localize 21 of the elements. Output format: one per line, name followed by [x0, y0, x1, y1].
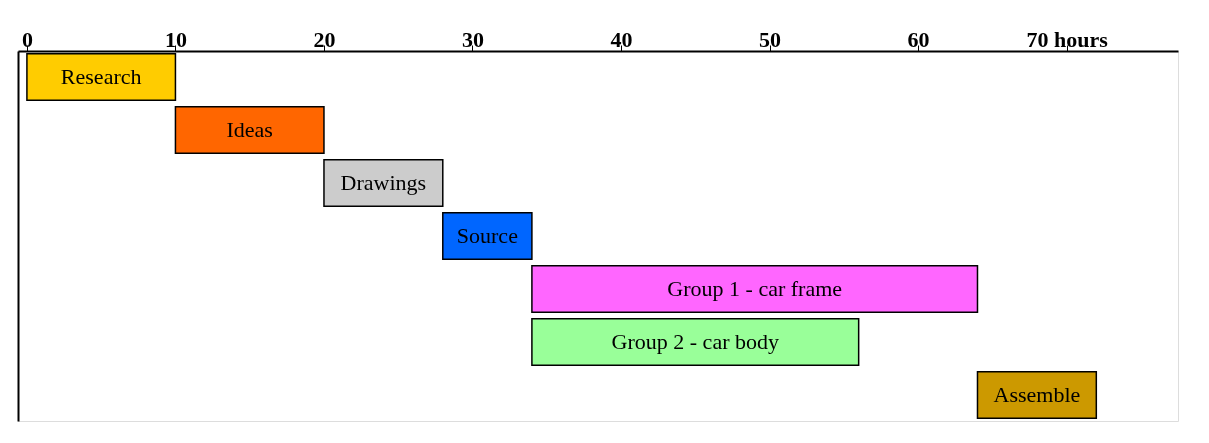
y-tick-label: Source	[456, 223, 518, 248]
x-tick-label: 40	[610, 26, 633, 52]
bar	[174, 105, 325, 155]
y-tick-label: Ideas	[226, 116, 273, 142]
bar	[442, 211, 533, 261]
bar	[976, 370, 1098, 420]
x-tick-label: 70 hours	[1026, 26, 1109, 52]
bar	[531, 264, 979, 314]
y-tick-label: Group 1 - car frame	[667, 276, 843, 302]
x-tick-label: 30	[461, 26, 484, 52]
x-tick-label: 50	[759, 26, 782, 52]
y-tick-label: Drawings	[340, 169, 427, 195]
x-tick-label: 60	[907, 26, 930, 52]
x-tick-label: 0	[21, 26, 33, 52]
x-tick-label: 20	[313, 26, 336, 52]
y-tick-label: Research	[60, 63, 142, 89]
y-tick-label: Assemble	[993, 382, 1081, 408]
bar	[323, 158, 444, 208]
bar	[531, 317, 860, 367]
x-tick-label: 10	[164, 26, 187, 52]
y-tick-label: Group 2 - car body	[611, 329, 779, 355]
